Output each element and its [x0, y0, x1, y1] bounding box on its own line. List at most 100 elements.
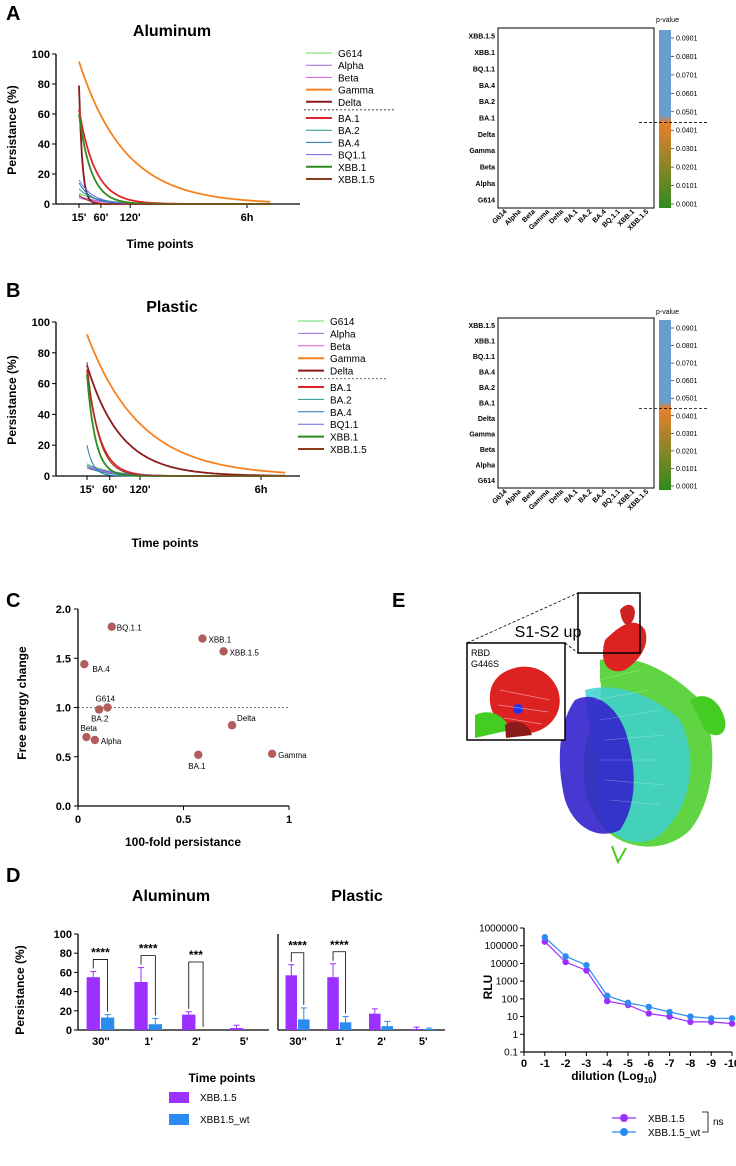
data-point [583, 961, 590, 969]
panel-label-b: B [6, 280, 20, 302]
y-tick-label: 60 [38, 109, 50, 121]
data-point [562, 953, 569, 960]
chart-title: Aluminum [133, 23, 211, 40]
row-label: Gamma [469, 148, 495, 155]
data-point [103, 703, 112, 712]
y-tick-label: 1000 [496, 977, 519, 988]
bar [327, 977, 339, 1030]
row-label: Alpha [476, 181, 496, 188]
y-tick-label: 1.5 [56, 653, 71, 665]
colorbar [659, 320, 671, 490]
data-point [583, 967, 590, 974]
y-tick-label: 20 [60, 1006, 72, 1018]
col-label: BA.2 [577, 208, 593, 224]
x-tick-label: 2' [192, 1036, 201, 1048]
x-tick-label: 15' [72, 212, 87, 224]
inset-label-rbd: RBD [471, 648, 491, 658]
data-point [687, 1013, 694, 1020]
panel-a-line-chart: Aluminum Persistance (%) Time points 0 20… [5, 23, 394, 251]
point-label: BA.4 [92, 665, 110, 674]
panel-e-structure: S1-S2 up RBD G446S [466, 592, 726, 865]
x-axis-label: Time points [131, 536, 198, 550]
legend-swatch-xbb15-wt [169, 1114, 189, 1125]
x-tick-label: 0.5 [176, 814, 191, 826]
y-tick-label: 80 [38, 79, 50, 91]
bar [339, 1022, 352, 1030]
x-tick-label: -2 [561, 1058, 571, 1070]
legend-label: XBB.1 [330, 433, 359, 444]
row-label: Delta [478, 132, 495, 139]
y-tick-label: 0 [44, 199, 50, 211]
legend-label: BA.2 [330, 395, 352, 406]
x-tick-label: 120' [129, 484, 150, 496]
bar-legend: XBB.1.5 XBB1.5_wt [169, 1092, 250, 1126]
data-point [728, 1020, 736, 1027]
chart-title: Plastic [146, 299, 198, 316]
y-tick-label: 10000 [490, 959, 518, 970]
series-line-gamma [86, 333, 286, 474]
colorbar-title: p-value [656, 309, 679, 316]
point-label: XBB.1.5 [230, 648, 260, 657]
colorbar-tick-label: 0.0701 [676, 361, 698, 368]
legend-label: XBB1.5_wt [200, 1115, 250, 1126]
series-line-delta [86, 364, 286, 477]
chart-title-aluminum: Aluminum [132, 888, 210, 905]
y-tick-label: 60 [38, 379, 50, 391]
x-tick-label: 30'' [92, 1036, 110, 1048]
colorbar-tick-label: 0.0601 [676, 378, 698, 385]
x-tick-label: 6h [255, 484, 268, 496]
legend-marker [620, 1114, 628, 1122]
data-point [728, 1015, 736, 1022]
legend-label: XBB.1.5 [330, 445, 367, 456]
colorbar-tick-label: 0.0801 [676, 54, 698, 61]
zoom-connector-bottom [564, 642, 579, 654]
row-label: XBB.1 [474, 50, 495, 57]
row-label: Beta [480, 165, 495, 172]
colorbar-tick-label: 0.0401 [676, 128, 698, 135]
panel-d-bar-charts: Aluminum Plastic Persistance (%) Time po… [13, 888, 445, 1126]
y-tick-label: 40 [38, 139, 50, 151]
x-tick-label: 1 [286, 814, 292, 826]
legend-label: XBB.1.5 [200, 1093, 237, 1104]
series-line-ba1 [78, 109, 271, 205]
x-tick-label: -1 [540, 1058, 550, 1070]
data-point [219, 647, 228, 656]
point-label: XBB.1 [208, 636, 231, 645]
y-tick-label: 0.5 [56, 752, 71, 764]
x-axis-label: Time points [188, 1071, 255, 1085]
colorbar-tick-label: 0.0101 [676, 183, 698, 190]
legend-label: BA.2 [338, 126, 360, 137]
colorbar-tick-label: 0.0701 [676, 72, 698, 79]
y-tick-label: 0 [66, 1025, 72, 1037]
y-tick-label: 60 [60, 967, 72, 979]
legend-label: Delta [338, 98, 362, 109]
legend-label: Delta [330, 367, 354, 378]
y-tick-label: 40 [38, 409, 50, 421]
panel-b-heatmap: p-value XBB.1.5XBB.1BQ.1.1BA.4BA.2BA.1De… [469, 309, 707, 512]
significance-bracket [92, 959, 108, 1012]
col-label: BA.1 [563, 488, 579, 504]
y-tick-label: 1.0 [56, 703, 71, 715]
row-label: BQ.1.1 [473, 66, 495, 73]
y-tick-label: 100 [32, 49, 50, 61]
legend-label: BA.4 [338, 138, 360, 149]
col-label: Delta [548, 488, 565, 505]
structure-title: S1-S2 up [515, 624, 582, 641]
panel-label-c: C [6, 590, 20, 612]
legend-label: Gamma [330, 354, 366, 365]
y-axis-label: Persistance (%) [5, 85, 19, 174]
data-point [267, 749, 277, 758]
data-point [604, 992, 611, 999]
heatmap-frame [497, 317, 655, 489]
legend-label: Alpha [330, 329, 356, 340]
data-point [227, 721, 237, 730]
data-point [624, 999, 632, 1006]
x-tick-label: 2' [377, 1036, 386, 1048]
x-axis-label: dilution (Log10) [571, 1069, 657, 1085]
legend-label: BA.4 [330, 408, 352, 419]
row-label: Delta [478, 416, 495, 423]
y-tick-label: 20 [38, 169, 50, 181]
row-label: BA.2 [479, 99, 495, 106]
colorbar-tick-label: 0.0801 [676, 343, 698, 350]
